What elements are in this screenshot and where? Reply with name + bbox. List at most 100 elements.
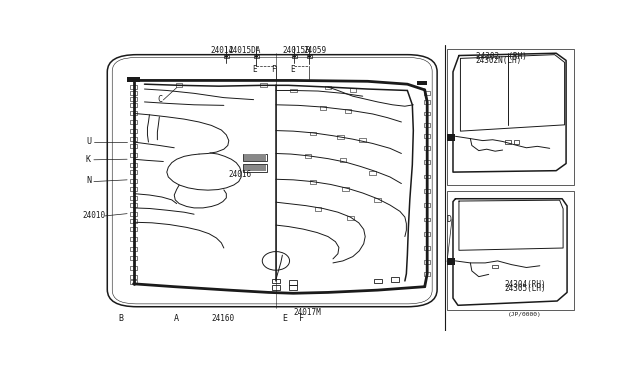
Bar — [310, 132, 316, 135]
Bar — [424, 260, 431, 264]
Text: 24160: 24160 — [211, 314, 235, 323]
Bar — [424, 112, 431, 115]
Bar — [130, 203, 137, 207]
Text: E: E — [282, 314, 287, 323]
Bar — [130, 179, 137, 183]
Bar — [272, 279, 280, 283]
Text: (JP/0000): (JP/0000) — [508, 312, 541, 317]
Bar — [337, 135, 344, 139]
Bar — [347, 216, 353, 220]
Bar — [260, 83, 267, 87]
Bar — [308, 56, 310, 57]
Text: 24015DA: 24015DA — [229, 46, 261, 55]
Bar — [315, 207, 321, 211]
Text: A: A — [174, 314, 179, 323]
Bar — [127, 77, 140, 83]
Bar — [130, 280, 137, 284]
Bar — [447, 134, 455, 141]
Bar — [310, 180, 316, 184]
Bar — [374, 279, 381, 283]
Bar — [130, 103, 137, 108]
Bar — [305, 154, 312, 158]
Bar — [424, 123, 431, 127]
Bar — [253, 55, 259, 58]
Bar — [513, 140, 520, 144]
Bar — [424, 272, 431, 276]
Bar — [244, 165, 266, 171]
Bar — [447, 49, 573, 185]
Bar — [292, 55, 297, 58]
Bar — [424, 100, 431, 104]
Text: 24016: 24016 — [229, 170, 252, 179]
Bar — [130, 137, 137, 141]
Bar — [130, 247, 137, 251]
Bar — [340, 158, 346, 162]
Bar — [417, 81, 428, 85]
Bar — [130, 187, 137, 191]
Bar — [130, 144, 137, 148]
Bar — [360, 138, 366, 142]
Bar — [130, 120, 137, 124]
Text: E: E — [253, 65, 257, 74]
Bar — [492, 265, 498, 268]
Bar — [176, 83, 182, 87]
Text: 24017M: 24017M — [293, 308, 321, 317]
Bar — [447, 258, 455, 265]
Bar — [504, 140, 511, 144]
Bar — [272, 285, 280, 290]
Text: 24014: 24014 — [210, 46, 233, 55]
Text: 24059: 24059 — [303, 46, 326, 55]
Bar — [243, 164, 267, 172]
Bar — [424, 189, 431, 193]
Bar — [130, 219, 137, 223]
Bar — [244, 154, 266, 161]
Bar — [130, 256, 137, 260]
Text: E: E — [290, 65, 294, 74]
Bar — [349, 88, 356, 92]
Text: D: D — [446, 215, 451, 224]
FancyBboxPatch shape — [108, 55, 437, 307]
Bar — [424, 174, 431, 178]
Bar — [320, 106, 326, 109]
Text: F: F — [300, 314, 304, 323]
Text: 24015F: 24015F — [282, 46, 310, 55]
Text: F: F — [271, 65, 276, 74]
Text: 24302N(LH): 24302N(LH) — [476, 56, 522, 65]
Text: 24305(LH): 24305(LH) — [504, 285, 546, 294]
Bar — [369, 171, 376, 175]
Bar — [224, 55, 229, 58]
Bar — [424, 92, 431, 95]
Text: K: K — [86, 155, 91, 164]
Bar — [290, 89, 296, 92]
Bar — [130, 97, 137, 101]
Bar — [324, 86, 332, 90]
Bar — [344, 109, 351, 113]
Text: N: N — [86, 176, 91, 185]
Bar — [424, 203, 431, 207]
Bar — [225, 55, 228, 57]
Bar — [292, 55, 296, 57]
Bar — [447, 191, 573, 310]
Text: 24304(RH): 24304(RH) — [504, 280, 546, 289]
Bar — [130, 275, 137, 279]
Bar — [130, 129, 137, 132]
Bar — [243, 154, 267, 161]
Bar — [424, 232, 431, 235]
Text: U: U — [86, 137, 91, 146]
Bar — [424, 146, 431, 150]
Bar — [130, 212, 137, 216]
Bar — [130, 227, 137, 231]
Bar — [424, 246, 431, 250]
Bar — [391, 277, 399, 282]
Bar — [255, 55, 257, 57]
Bar — [130, 92, 137, 95]
Bar — [130, 196, 137, 200]
Bar — [130, 153, 137, 157]
Text: 24302  (RH): 24302 (RH) — [476, 52, 527, 61]
Text: 24010: 24010 — [83, 211, 106, 221]
Bar — [130, 266, 137, 270]
Bar — [424, 218, 431, 221]
Bar — [289, 285, 297, 290]
Bar — [130, 170, 137, 174]
Bar — [307, 55, 312, 58]
